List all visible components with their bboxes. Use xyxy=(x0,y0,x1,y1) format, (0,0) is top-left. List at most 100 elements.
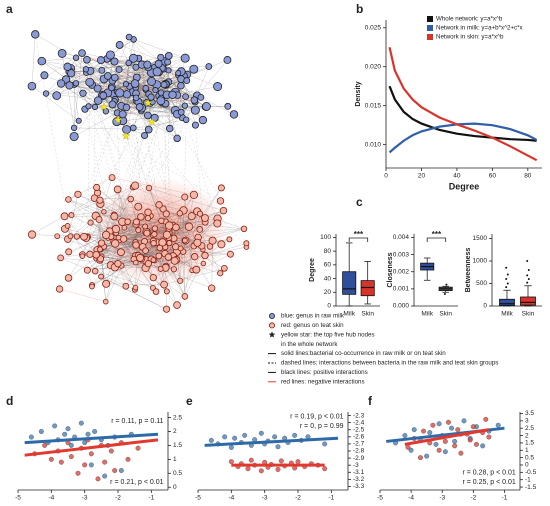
network-node xyxy=(142,85,150,92)
network-edge xyxy=(119,44,165,63)
outlier xyxy=(445,283,448,286)
scatter-point xyxy=(28,434,34,440)
scatter-point xyxy=(486,434,492,440)
scatter-point xyxy=(408,447,414,453)
network-edge xyxy=(119,69,169,83)
network-node xyxy=(96,196,104,204)
network-node xyxy=(201,214,209,222)
network-edge xyxy=(87,221,137,271)
network-edge xyxy=(111,58,139,88)
scatter-point xyxy=(38,429,44,434)
network-node xyxy=(99,91,108,100)
scatter-point xyxy=(461,418,467,424)
x-tick-label: -1 xyxy=(502,495,508,502)
network-node xyxy=(110,212,119,221)
significance-label: *** xyxy=(354,230,364,239)
network-node xyxy=(184,222,194,231)
scatter-point xyxy=(430,422,436,428)
network-node xyxy=(102,279,111,288)
network-node xyxy=(187,212,196,221)
network-node xyxy=(130,79,140,88)
network-node xyxy=(180,53,190,63)
network-node xyxy=(64,274,73,282)
network-node xyxy=(144,208,152,216)
network-node xyxy=(175,70,182,77)
legend-marker xyxy=(268,322,275,329)
scatter-point xyxy=(322,441,328,447)
y-axis-label: Betweenness xyxy=(465,248,472,293)
y-tick-label: -3.2 xyxy=(353,476,365,483)
scatter-point xyxy=(421,428,427,434)
network-edge xyxy=(110,213,167,266)
y-tick-label: 0 xyxy=(483,303,487,310)
scatter-point xyxy=(108,448,114,454)
x-tick-label: -4 xyxy=(408,495,414,502)
outlier xyxy=(527,269,530,271)
network-node xyxy=(152,288,160,295)
panel-label: d xyxy=(6,394,13,408)
network-edge xyxy=(172,94,196,126)
y-tick-label: 0.002 xyxy=(393,268,410,275)
scatter-point xyxy=(65,426,71,432)
y-tick-label: 0.015 xyxy=(365,102,382,109)
network-node xyxy=(42,90,50,97)
network-node xyxy=(65,81,74,90)
network-node xyxy=(182,116,190,124)
network-node xyxy=(67,233,74,240)
network-edge xyxy=(94,106,204,250)
network-node xyxy=(105,50,115,60)
legend-text: blue: genus in raw milk xyxy=(281,313,345,320)
network-node xyxy=(72,54,80,61)
network-node xyxy=(130,124,137,132)
network-edge xyxy=(59,288,106,302)
network-node xyxy=(143,60,152,69)
network-node xyxy=(181,193,189,201)
x-tick-label: 60 xyxy=(489,173,497,180)
network-node xyxy=(31,30,40,39)
network-edge xyxy=(67,225,96,272)
network-edge xyxy=(107,75,182,113)
y-tick-label: 3 xyxy=(525,418,529,425)
network-edge xyxy=(81,52,136,84)
regression-line xyxy=(404,428,490,446)
network-node xyxy=(135,227,142,234)
scatter-point xyxy=(295,459,301,465)
network-edge xyxy=(121,105,247,248)
network-edge xyxy=(157,71,186,106)
legend-text: solid lines:bacterial co-occurrence in r… xyxy=(281,350,446,357)
network-edge xyxy=(114,267,154,289)
y-tick-label: 0 xyxy=(525,462,529,469)
x-tick-label: -3 xyxy=(439,495,445,502)
network-edge xyxy=(148,187,175,261)
scatter-point xyxy=(436,447,442,453)
network-node xyxy=(165,221,174,230)
network-node xyxy=(57,254,65,262)
legend-text: yellow star: the top five hub nodes xyxy=(281,331,375,338)
scatter-point xyxy=(427,430,433,436)
network-node xyxy=(78,49,86,57)
network-edge xyxy=(182,119,187,252)
network-node xyxy=(108,174,116,181)
network-node xyxy=(111,73,119,82)
network-node xyxy=(98,273,105,280)
network-edge xyxy=(109,186,134,232)
network-edge xyxy=(81,52,136,84)
network-node xyxy=(117,248,125,257)
network-node xyxy=(63,62,72,71)
network-edge xyxy=(68,199,109,238)
series-line xyxy=(388,85,537,142)
network-node xyxy=(27,81,37,91)
network-edge xyxy=(41,57,77,62)
scatter-point xyxy=(232,435,238,441)
network-node xyxy=(189,190,199,200)
x-tick-label: 20 xyxy=(418,173,426,180)
y-tick-label: 100 xyxy=(320,234,331,241)
network-node xyxy=(69,131,79,142)
x-tick-label: Milk xyxy=(343,311,355,318)
network-edge xyxy=(136,78,182,101)
network-edge xyxy=(60,257,146,269)
scatter-point xyxy=(272,434,278,440)
network-node xyxy=(183,77,191,85)
panel-label: b xyxy=(356,2,363,16)
network-node xyxy=(132,241,140,249)
